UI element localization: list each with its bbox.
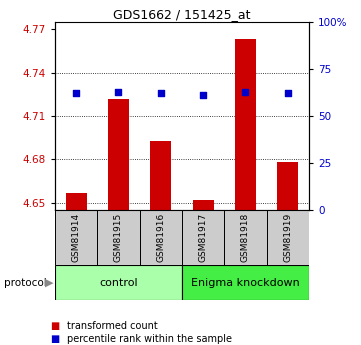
Bar [182, 210, 224, 265]
Text: ■: ■ [51, 334, 60, 344]
Bar [140, 210, 182, 265]
Text: percentile rank within the sample: percentile rank within the sample [67, 334, 232, 344]
Bar [150, 140, 171, 210]
Text: Enigma knockdown: Enigma knockdown [191, 277, 300, 287]
Bar [224, 210, 267, 265]
Bar [277, 162, 299, 210]
Text: GSM81917: GSM81917 [199, 213, 208, 262]
Text: ■: ■ [51, 321, 60, 331]
Point [158, 91, 164, 96]
Bar [192, 200, 214, 210]
Text: ▶: ▶ [45, 277, 54, 287]
Bar [182, 265, 309, 300]
Text: control: control [99, 277, 138, 287]
Point [285, 91, 291, 96]
Bar [55, 210, 97, 265]
Point [200, 92, 206, 98]
Text: transformed count: transformed count [67, 321, 157, 331]
Text: GSM81914: GSM81914 [72, 213, 81, 262]
Point [73, 91, 79, 96]
Title: GDS1662 / 151425_at: GDS1662 / 151425_at [113, 8, 251, 21]
Bar [66, 193, 87, 210]
Point [243, 89, 248, 94]
Bar [108, 99, 129, 210]
Bar [267, 210, 309, 265]
Bar [235, 39, 256, 210]
Point [116, 89, 121, 94]
Text: protocol: protocol [4, 277, 46, 287]
Text: GSM81915: GSM81915 [114, 213, 123, 262]
Text: GSM81918: GSM81918 [241, 213, 250, 262]
Text: GSM81916: GSM81916 [156, 213, 165, 262]
Bar [97, 210, 140, 265]
Bar [55, 265, 182, 300]
Text: GSM81919: GSM81919 [283, 213, 292, 262]
